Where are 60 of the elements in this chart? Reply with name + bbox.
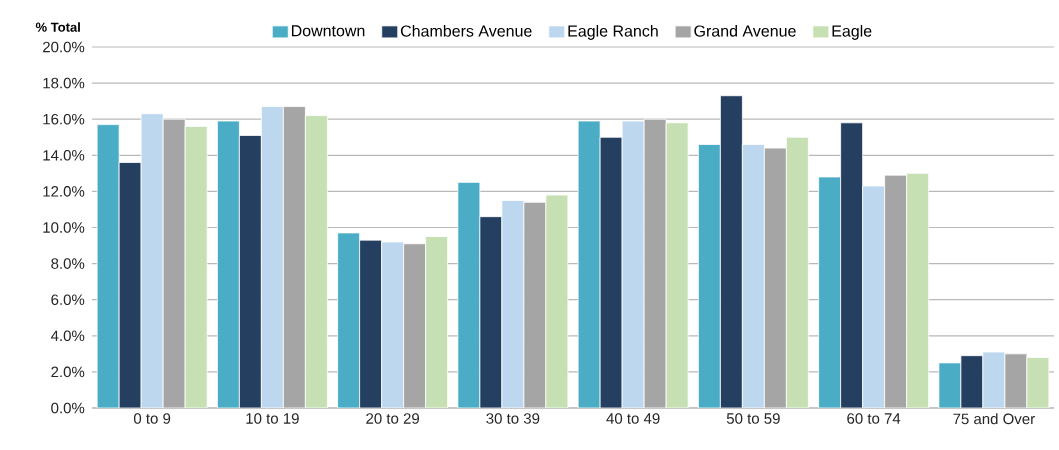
bar — [577, 120, 601, 408]
x-tick-label: 75 and Over — [953, 413, 1035, 425]
bar — [457, 181, 481, 408]
legend-label: Eagle — [832, 24, 872, 40]
x-tick-label: 50 to 59 — [726, 413, 780, 424]
bar — [697, 144, 721, 408]
bar — [359, 239, 383, 408]
bar — [425, 236, 449, 408]
y-tick-label: 16.0% — [43, 113, 85, 125]
y-tick-label: 6.0% — [51, 294, 85, 305]
bar — [282, 106, 306, 408]
bar — [501, 200, 525, 408]
bar — [643, 118, 667, 408]
bar — [719, 95, 743, 408]
bar — [599, 136, 623, 408]
bar — [238, 135, 262, 408]
legend-label: Eagle Ranch — [568, 24, 658, 40]
bar — [621, 120, 645, 408]
bar — [785, 136, 809, 408]
bar — [884, 174, 908, 408]
bar — [840, 122, 864, 408]
y-tick-label: 2.0% — [51, 366, 85, 378]
bar — [862, 185, 886, 408]
bar — [763, 147, 787, 408]
y-tick-label: 8.0% — [51, 258, 85, 269]
bar — [260, 106, 284, 408]
legend-label: Downtown — [291, 25, 365, 37]
bar — [906, 172, 930, 408]
x-tick-label: 20 to 29 — [366, 413, 419, 424]
legend-label: Grand Avenue — [694, 24, 796, 37]
bar — [162, 118, 186, 408]
bar — [665, 122, 689, 408]
y-tick-label: 18.0% — [43, 77, 85, 89]
bar — [184, 126, 208, 408]
y-tick-label: 12.0% — [43, 186, 85, 197]
y-tick-label: 14.0% — [43, 149, 85, 161]
x-tick-label: 40 to 49 — [606, 413, 660, 424]
x-tick-label: 10 to 19 — [246, 413, 299, 424]
x-tick-label: 60 to 74 — [847, 413, 901, 424]
y-tick-label: 20.0% — [43, 41, 85, 53]
x-tick-label: 0 to 9 — [133, 413, 171, 424]
bar — [479, 216, 503, 408]
bar — [140, 113, 164, 408]
bar — [304, 115, 328, 408]
bar — [403, 243, 427, 408]
bar — [523, 201, 547, 408]
bar — [545, 194, 569, 408]
bar — [216, 120, 240, 408]
y-axis-title: % Total — [35, 22, 80, 32]
bar — [337, 232, 361, 408]
y-tick-label: 0.0% — [51, 402, 85, 414]
bar — [818, 176, 842, 408]
legend-label: Chambers Avenue — [400, 24, 532, 37]
x-tick-label: 30 to 39 — [486, 413, 540, 424]
bar — [381, 241, 405, 408]
y-tick-label: 10.0% — [43, 222, 85, 233]
bar — [741, 144, 765, 408]
bar — [96, 124, 120, 408]
bar — [118, 162, 142, 408]
y-tick-label: 4.0% — [50, 330, 85, 342]
